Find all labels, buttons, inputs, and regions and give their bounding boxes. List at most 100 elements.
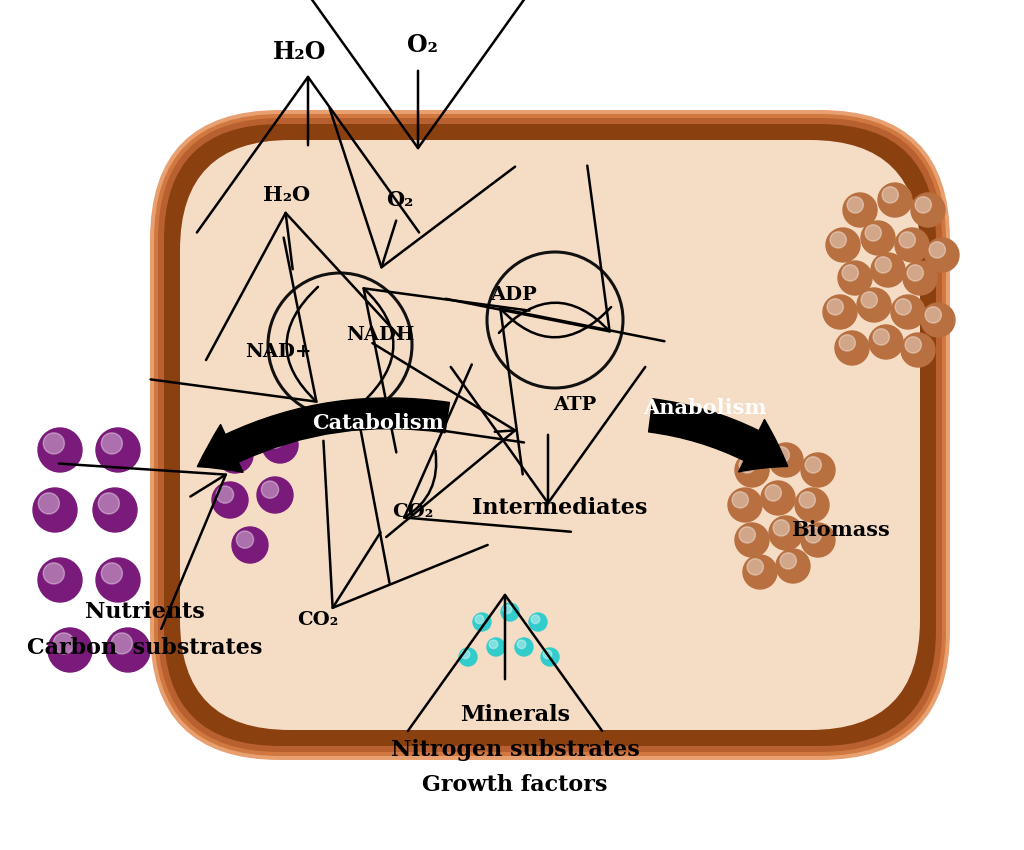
Circle shape <box>847 196 863 213</box>
Circle shape <box>48 628 92 672</box>
Circle shape <box>112 633 132 654</box>
Text: Growth factors: Growth factors <box>422 774 607 796</box>
Circle shape <box>761 481 795 515</box>
Circle shape <box>838 261 872 295</box>
Circle shape <box>921 303 955 337</box>
Circle shape <box>529 613 547 631</box>
Circle shape <box>748 558 764 575</box>
Circle shape <box>869 325 903 359</box>
Circle shape <box>895 228 929 262</box>
Circle shape <box>827 298 844 315</box>
Circle shape <box>739 527 756 543</box>
FancyArrowPatch shape <box>197 77 419 233</box>
Circle shape <box>835 331 869 365</box>
Circle shape <box>489 640 498 649</box>
Circle shape <box>38 493 59 514</box>
FancyArrowPatch shape <box>307 0 529 148</box>
Circle shape <box>925 307 941 323</box>
Circle shape <box>805 527 821 543</box>
FancyArrowPatch shape <box>358 418 524 583</box>
Text: Biomass: Biomass <box>791 520 890 540</box>
FancyArrowPatch shape <box>408 595 602 731</box>
Text: H₂O: H₂O <box>263 185 310 205</box>
Text: CO₂: CO₂ <box>297 611 339 629</box>
Circle shape <box>101 563 123 584</box>
Text: O₂: O₂ <box>386 190 414 210</box>
Text: ADP: ADP <box>489 286 537 304</box>
Circle shape <box>515 638 534 656</box>
Circle shape <box>739 456 756 473</box>
Text: Minerals: Minerals <box>460 704 570 726</box>
Circle shape <box>843 193 877 227</box>
Circle shape <box>903 261 937 295</box>
Circle shape <box>769 516 803 550</box>
Circle shape <box>257 477 293 513</box>
Text: ATP: ATP <box>553 396 597 414</box>
Circle shape <box>93 488 137 532</box>
Circle shape <box>96 558 140 602</box>
Circle shape <box>237 531 254 548</box>
FancyArrowPatch shape <box>451 367 645 503</box>
Circle shape <box>878 183 912 217</box>
Circle shape <box>459 648 477 666</box>
FancyArrowPatch shape <box>373 343 515 537</box>
Text: O₂: O₂ <box>407 33 437 57</box>
Text: Nutrients: Nutrients <box>85 601 205 623</box>
FancyBboxPatch shape <box>180 140 920 730</box>
FancyBboxPatch shape <box>154 114 946 756</box>
Circle shape <box>268 273 412 417</box>
Circle shape <box>33 488 77 532</box>
Circle shape <box>216 486 233 503</box>
FancyBboxPatch shape <box>164 124 936 746</box>
FancyArrowPatch shape <box>330 108 515 267</box>
Circle shape <box>823 295 857 329</box>
Circle shape <box>461 650 470 659</box>
Circle shape <box>517 640 525 649</box>
Circle shape <box>487 252 623 388</box>
Circle shape <box>262 427 298 463</box>
Circle shape <box>773 447 790 463</box>
Circle shape <box>541 648 559 666</box>
Circle shape <box>543 650 552 659</box>
Circle shape <box>842 264 858 281</box>
Circle shape <box>487 638 505 656</box>
Circle shape <box>728 488 762 522</box>
FancyBboxPatch shape <box>158 118 942 752</box>
Circle shape <box>895 298 911 315</box>
Circle shape <box>106 628 150 672</box>
FancyArrowPatch shape <box>362 288 529 452</box>
Text: Catabolism: Catabolism <box>312 413 443 433</box>
Circle shape <box>98 493 120 514</box>
Circle shape <box>925 238 959 272</box>
Circle shape <box>217 437 253 473</box>
Text: NADH: NADH <box>346 326 414 344</box>
Circle shape <box>907 264 924 281</box>
Text: CO₂: CO₂ <box>392 503 433 521</box>
Circle shape <box>266 431 284 448</box>
Circle shape <box>38 428 82 472</box>
Circle shape <box>101 433 123 454</box>
Text: Carbon  substrates: Carbon substrates <box>28 637 263 659</box>
FancyArrowPatch shape <box>404 365 571 532</box>
Circle shape <box>799 492 815 508</box>
Circle shape <box>96 428 140 472</box>
Text: Anabolism: Anabolism <box>643 398 767 418</box>
Circle shape <box>839 335 855 351</box>
Circle shape <box>732 492 749 508</box>
Circle shape <box>873 329 890 345</box>
Circle shape <box>261 481 279 498</box>
Circle shape <box>795 488 829 522</box>
Text: Intermediates: Intermediates <box>472 497 648 519</box>
Circle shape <box>43 563 65 584</box>
FancyArrowPatch shape <box>501 307 665 474</box>
Circle shape <box>735 453 769 487</box>
Circle shape <box>876 257 892 273</box>
Circle shape <box>871 253 905 287</box>
FancyArrowPatch shape <box>198 398 450 473</box>
Circle shape <box>212 482 248 518</box>
Circle shape <box>221 441 239 458</box>
Circle shape <box>857 288 891 322</box>
Circle shape <box>830 232 847 248</box>
Circle shape <box>915 196 932 213</box>
Circle shape <box>43 433 65 454</box>
